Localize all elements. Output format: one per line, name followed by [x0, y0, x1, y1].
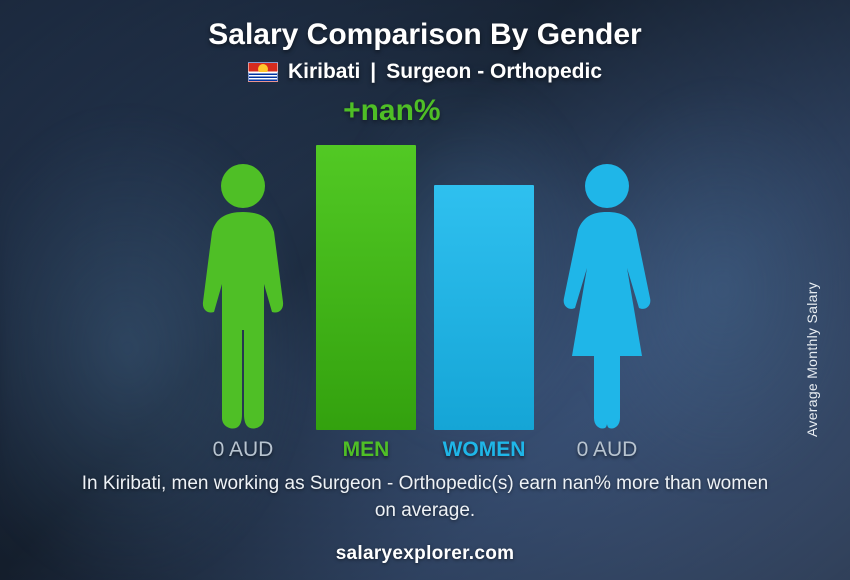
infographic-content: Salary Comparison By Gender Kiribati | S… — [0, 0, 850, 580]
y-axis-label: Average Monthly Salary — [804, 282, 820, 437]
men-bar — [316, 145, 416, 430]
male-figure-slot — [188, 160, 298, 430]
separator: | — [370, 60, 376, 84]
men-value-label: 0 AUD — [188, 438, 298, 462]
female-pictogram-icon — [552, 160, 662, 430]
location-text: Kiribati — [288, 60, 360, 84]
summary-text: In Kiribati, men working as Surgeon - Or… — [75, 470, 775, 525]
women-value-label: 0 AUD — [552, 438, 662, 462]
women-bar — [434, 185, 534, 430]
subtitle-row: Kiribati | Surgeon - Orthopedic — [248, 60, 602, 84]
women-label: WOMEN — [434, 438, 534, 462]
chart-labels-row: 0 AUD MEN WOMEN 0 AUD — [30, 438, 820, 462]
female-figure-slot — [552, 160, 662, 430]
delta-percent-label: +nan% — [343, 94, 441, 128]
chart-group — [188, 145, 662, 430]
chart-area: +nan% — [30, 94, 820, 470]
kiribati-flag-icon — [248, 62, 278, 82]
occupation-text: Surgeon - Orthopedic — [386, 60, 602, 84]
women-bar-slot — [434, 185, 534, 430]
footer-source: salaryexplorer.com — [336, 543, 515, 565]
men-bar-slot — [316, 145, 416, 430]
page-title: Salary Comparison By Gender — [208, 18, 641, 52]
male-pictogram-icon — [188, 160, 298, 430]
men-label: MEN — [316, 438, 416, 462]
